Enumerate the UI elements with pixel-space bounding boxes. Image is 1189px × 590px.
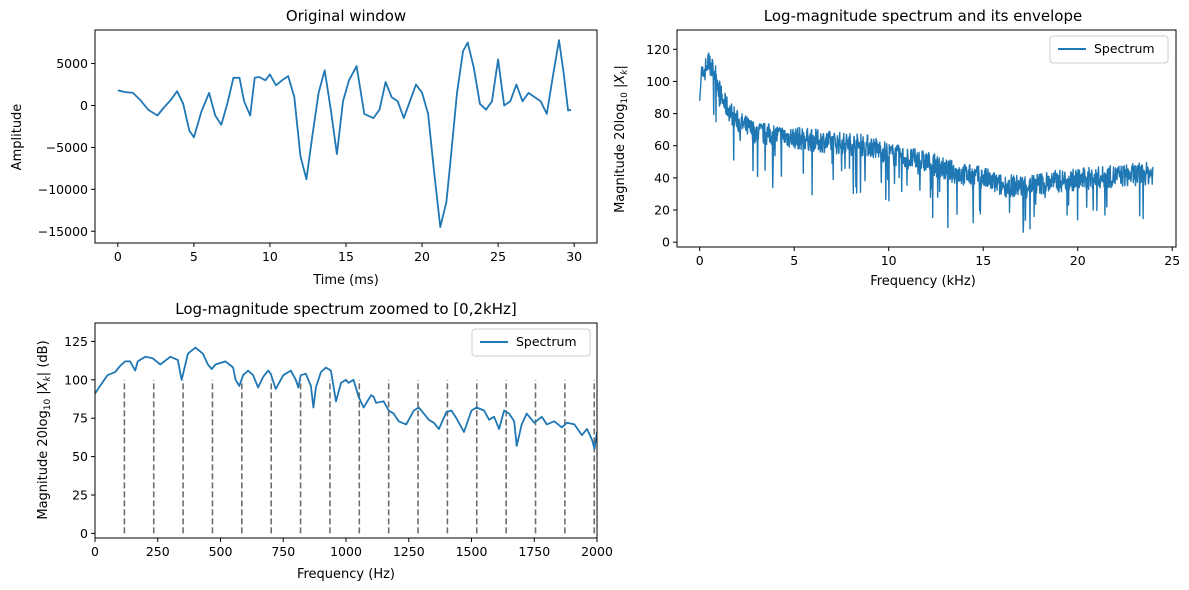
y-tick-label: 40	[654, 170, 670, 185]
x-tick-label: 25	[490, 249, 506, 264]
x-tick-label: 500	[209, 544, 233, 559]
y-axis-label: Magnitude 20log10 |Xk|	[613, 65, 630, 213]
x-tick-label: 0	[696, 253, 704, 268]
chart-title: Log-magnitude spectrum and its envelope	[764, 7, 1082, 25]
y-tick-label: 75	[72, 411, 88, 426]
chart-title: Log-magnitude spectrum zoomed to [0,2kHz…	[175, 300, 516, 318]
data-lines	[699, 52, 1154, 233]
y-tick-label: 50	[72, 449, 88, 464]
x-axis-label: Frequency (Hz)	[297, 567, 395, 582]
x-tick-label: 0	[91, 544, 99, 559]
chart-title: Original window	[286, 7, 406, 25]
x-tick-label: 0	[114, 249, 122, 264]
plot-frame	[94, 29, 598, 244]
axis-ticks: 0 5 10 15 20 25 0 20 40 60 80 100 120	[646, 42, 1180, 268]
x-axis-label: Frequency (kHz)	[870, 274, 976, 289]
x-tick-label: 20	[1070, 253, 1086, 268]
y-tick-label: 25	[72, 488, 88, 503]
time-waveform-panel: Original window 0 5 10 15 20 25 30 −15000 −10000…	[10, 7, 598, 288]
series-line-spectrum	[95, 346, 597, 450]
x-tick-label: 20	[414, 249, 430, 264]
x-tick-label: 1750	[518, 544, 550, 559]
x-tick-label: 1500	[456, 544, 488, 559]
axis-ticks: 0 250 500 750 1000 1250 1500 1750 2000 0 25 50 75 100…	[64, 334, 613, 559]
y-tick-label: 80	[654, 106, 670, 121]
x-tick-label: 5	[790, 253, 798, 268]
series-line-spectrum	[699, 52, 1154, 233]
x-tick-label: 15	[338, 249, 354, 264]
y-tick-label: −5000	[46, 140, 88, 155]
y-tick-label: 120	[646, 42, 670, 57]
x-tick-label: 15	[975, 253, 991, 268]
legend-label: Spectrum	[516, 334, 577, 349]
axis-ticks: 0 5 10 15 20 25 30 −15000 −10000 −5000 0 5000	[38, 56, 582, 264]
plot-frame	[94, 322, 598, 539]
y-axis-label: Magnitude 20log10 |Xk| (dB)	[36, 340, 53, 519]
x-tick-label: 25	[1164, 253, 1180, 268]
x-tick-label: 10	[262, 249, 278, 264]
y-tick-label: 0	[80, 98, 88, 113]
x-tick-label: 750	[271, 544, 295, 559]
spectrum-panel: Log-magnitude spectrum and its envelope …	[613, 7, 1180, 289]
y-tick-label: 0	[662, 235, 670, 250]
y-axis-label: Amplitude	[10, 104, 25, 171]
x-tick-label: 1000	[330, 544, 362, 559]
x-tick-label: 5	[190, 249, 198, 264]
y-tick-label: 5000	[56, 56, 88, 71]
legend-box	[471, 328, 591, 357]
y-tick-label: 100	[64, 372, 88, 387]
y-tick-label: 125	[64, 334, 88, 349]
legend-label: Spectrum	[1094, 41, 1155, 56]
data-lines	[117, 39, 572, 228]
legend-box	[1049, 35, 1169, 64]
y-tick-label: 0	[80, 526, 88, 541]
x-tick-label: 2000	[581, 544, 613, 559]
y-tick-label: 20	[654, 203, 670, 218]
zoomed-spectrum-panel: Log-magnitude spectrum zoomed to [0,2kHz…	[36, 300, 613, 582]
y-tick-label: 100	[646, 74, 670, 89]
plot-frame	[676, 29, 1177, 248]
x-tick-label: 250	[146, 544, 170, 559]
legend: Spectrum	[471, 328, 591, 357]
y-tick-label: −10000	[38, 182, 88, 197]
x-tick-label: 10	[881, 253, 897, 268]
data-lines	[95, 346, 597, 534]
x-tick-label: 30	[566, 249, 582, 264]
y-tick-label: 60	[654, 138, 670, 153]
x-tick-label: 1250	[393, 544, 425, 559]
legend: Spectrum	[1049, 35, 1169, 64]
y-tick-label: −15000	[38, 224, 88, 239]
series-line-waveform	[117, 39, 572, 228]
x-axis-label: Time (ms)	[312, 273, 379, 288]
